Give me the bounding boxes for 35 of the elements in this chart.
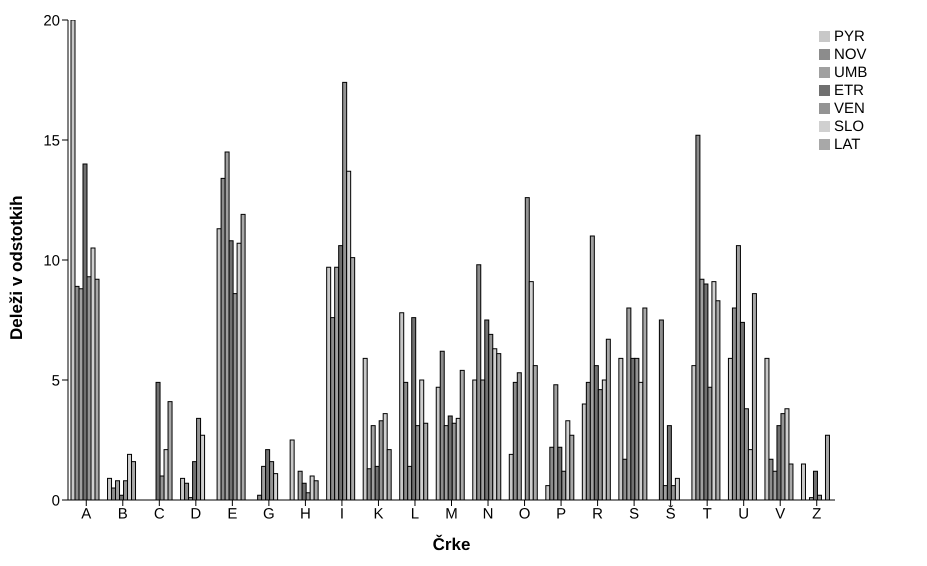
y-tick-label: 0 xyxy=(52,492,60,510)
x-tick-label: U xyxy=(738,506,750,523)
legend-label: PYR xyxy=(834,28,865,45)
x-tick-label: M xyxy=(445,506,458,523)
x-tick-label: R xyxy=(592,506,604,523)
x-tick-label: Z xyxy=(812,506,822,523)
x-tick-label: I xyxy=(340,506,344,523)
y-axis-title: Deleži v odstotkih xyxy=(7,195,26,340)
x-axis-title: Črke xyxy=(432,534,470,554)
x-tick-label: T xyxy=(702,506,712,523)
x-tick-label: C xyxy=(154,506,165,523)
legend-label: NOV xyxy=(834,46,867,63)
legend-label: SLO xyxy=(834,118,864,135)
x-tick-label: G xyxy=(263,506,275,523)
x-tick-label: O xyxy=(518,506,530,523)
y-tick-label: 5 xyxy=(52,372,60,390)
y-tick-label: 20 xyxy=(43,12,60,30)
x-tick-label: D xyxy=(190,506,202,523)
x-tick-label: L xyxy=(410,506,420,523)
x-tick-label: E xyxy=(227,506,238,523)
legend-label: VEN xyxy=(834,100,865,117)
x-tick-label: A xyxy=(81,506,92,523)
legend-label: ETR xyxy=(834,82,864,99)
x-tick-label: K xyxy=(373,506,384,523)
x-tick-label: Š xyxy=(666,504,676,523)
x-tick-label: P xyxy=(556,506,566,523)
legend-label: UMB xyxy=(834,64,868,81)
x-tick-label: V xyxy=(775,506,786,523)
x-tick-label: S xyxy=(629,506,640,523)
y-tick-label: 15 xyxy=(43,132,60,150)
x-tick-label: N xyxy=(482,506,494,523)
y-tick-label: 10 xyxy=(43,252,60,270)
x-tick-label: B xyxy=(118,506,128,523)
x-tick-label: H xyxy=(300,506,311,523)
legend-label: LAT xyxy=(834,136,860,153)
